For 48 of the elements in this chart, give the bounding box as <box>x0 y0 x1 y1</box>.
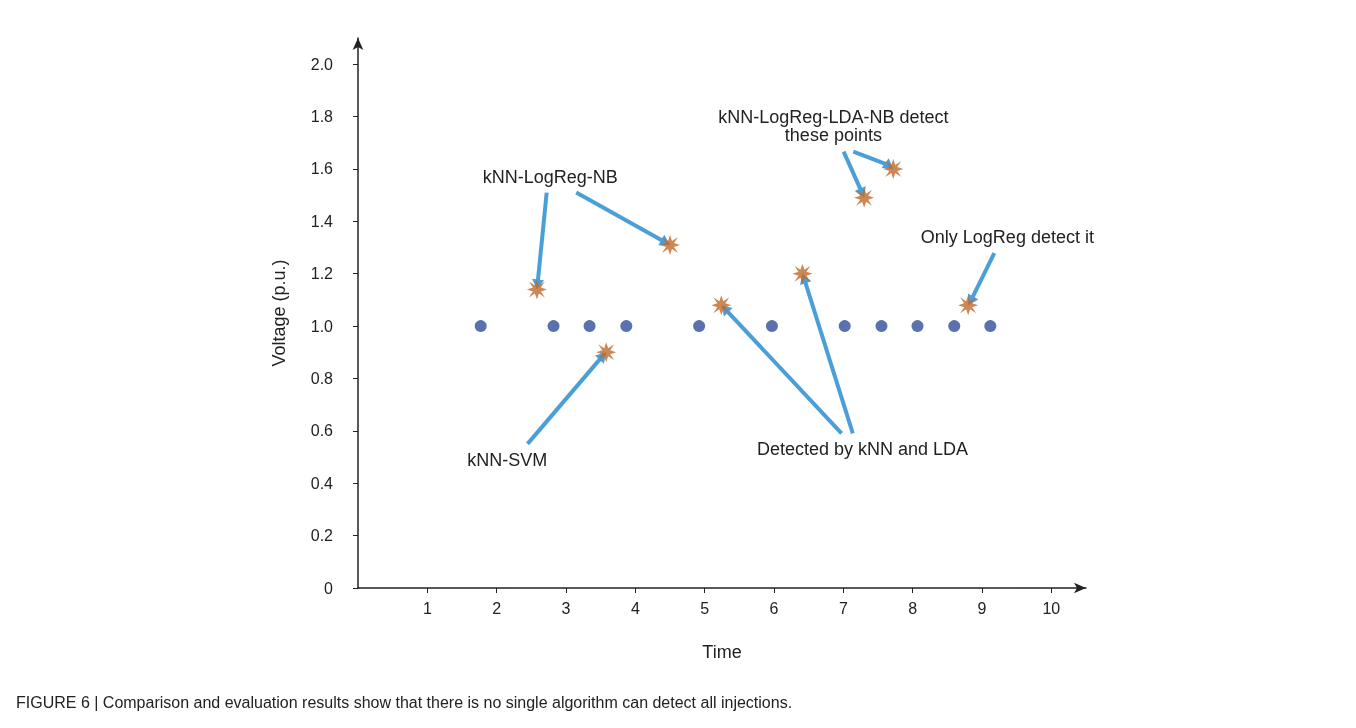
y-tick-label: 1.0 <box>310 317 334 335</box>
point <box>948 320 961 333</box>
point <box>838 320 851 333</box>
annotation: Only LogReg detect it <box>920 227 1094 248</box>
y-tick-label: 1.8 <box>310 108 334 126</box>
point <box>792 263 813 284</box>
x-tick-label: 7 <box>838 599 848 617</box>
y-axis-title: Voltage (p.u.) <box>269 259 289 367</box>
x-tick-label: 6 <box>769 599 779 617</box>
point <box>911 320 924 333</box>
y-tick-label: 0.6 <box>310 422 334 440</box>
x-tick-label: 1 <box>422 599 432 617</box>
x-axis-title: Time <box>702 642 742 662</box>
point <box>474 320 487 333</box>
point <box>526 279 547 300</box>
point <box>693 320 706 333</box>
point <box>596 342 617 363</box>
point <box>958 295 979 316</box>
point <box>660 234 680 255</box>
point <box>854 187 875 208</box>
y-tick-label: 0.2 <box>310 527 334 545</box>
point <box>583 320 596 333</box>
point <box>765 320 778 333</box>
annotation: kNN-SVM <box>467 449 548 470</box>
caption: FIGURE 6 | Comparison and evaluation results show that there is no single algorithm can detect all injections. <box>16 693 793 711</box>
x-tick-label: 10 <box>1042 599 1061 617</box>
y-tick-label: 0.4 <box>310 474 334 492</box>
x-tick-label: 2 <box>492 599 502 617</box>
x-tick-label: 8 <box>908 599 918 617</box>
x-tick-label: 3 <box>561 599 571 617</box>
y-tick-label: 1.6 <box>310 160 334 178</box>
x-tick-label: 9 <box>977 599 987 617</box>
point <box>875 320 888 333</box>
point <box>711 295 732 316</box>
point <box>547 320 560 333</box>
x-tick-label: 4 <box>630 599 640 617</box>
y-tick-label: 0 <box>324 579 334 597</box>
annotation: kNN-LogReg-NB <box>482 166 618 187</box>
y-tick-label: 0.8 <box>310 369 334 387</box>
point <box>984 320 997 333</box>
y-tick-label: 1.2 <box>310 265 334 283</box>
y-tick-label: 2.0 <box>310 55 334 73</box>
x-tick-label: 5 <box>700 599 710 617</box>
point <box>883 158 904 179</box>
point <box>620 320 633 333</box>
y-tick-label: 1.4 <box>310 212 334 230</box>
annotation: Detected by kNN and LDA <box>756 439 969 460</box>
annotation: kNN-LogReg-LDA-NB detect these points <box>718 107 949 145</box>
